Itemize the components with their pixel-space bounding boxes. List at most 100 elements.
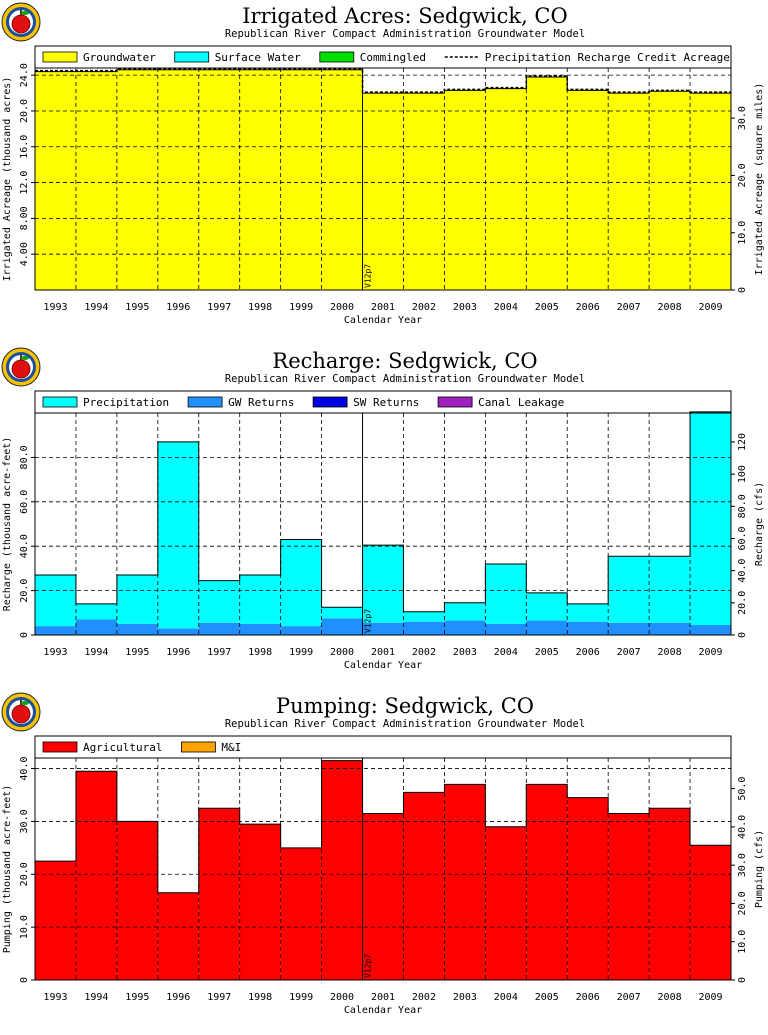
bar-segment (485, 826, 527, 980)
y2-tick-label: 50.0 (737, 777, 748, 801)
legend-item: M&I (180, 741, 241, 754)
y2-tick-label: 20.0 (737, 591, 748, 615)
bar-segment (35, 71, 76, 290)
y2-tick-label: 20.0 (737, 163, 748, 187)
chart-subtitle: Republican River Compact Administration … (225, 373, 585, 385)
x-tick-label: 2003 (453, 302, 477, 313)
bar-segment (321, 69, 363, 291)
legend-label: M&I (221, 741, 241, 754)
x-tick-label: 1999 (289, 647, 313, 658)
x-axis-label: Calendar Year (344, 315, 422, 326)
legend-swatch (312, 396, 348, 408)
chart-title: Pumping: Sedgwick, CO (276, 694, 534, 718)
y-tick-label: 16.0 (19, 135, 30, 159)
bar-segment (157, 628, 199, 635)
x-tick-label: 2006 (576, 302, 600, 313)
bar-segment (608, 556, 650, 623)
x-tick-label: 2000 (330, 647, 354, 658)
plot-frame (34, 757, 732, 981)
bar-segment (690, 411, 731, 626)
plot-frame (34, 67, 732, 291)
legend-swatch (437, 396, 473, 408)
bar-segment (690, 625, 731, 635)
y-tick-label: 30.0 (19, 809, 30, 833)
legend: Precipitation GW Returns SW Returns Canal L… (34, 390, 732, 414)
bar-segment (75, 771, 117, 980)
bar-segment (239, 69, 281, 291)
x-tick-label: 2009 (698, 992, 722, 1003)
y2-tick-label: 60.0 (737, 526, 748, 550)
bar-segment (485, 88, 527, 290)
bar-segment (403, 621, 445, 635)
x-tick-label: 2008 (658, 992, 682, 1003)
bar-segment (157, 892, 199, 980)
legend-label: Agricultural (83, 741, 162, 754)
irrigated-acres-panel: Irrigated Acres: Sedgwick, CO Republican … (0, 0, 768, 345)
x-tick-label: 1995 (125, 992, 149, 1003)
bar-segment (444, 784, 486, 980)
y2-axis-label: Irrigated Acreage (square miles) (754, 83, 765, 276)
bar-segment (157, 441, 199, 629)
x-tick-label: 1999 (289, 992, 313, 1003)
chart-title: Irrigated Acres: Sedgwick, CO (242, 4, 567, 28)
model-version-label: V12p7 (364, 264, 373, 288)
bar-segment (321, 760, 363, 980)
bar-segment (116, 69, 158, 291)
x-tick-label: 2004 (494, 647, 518, 658)
x-tick-label: 1996 (166, 302, 190, 313)
y-tick-label: 60.0 (19, 490, 30, 514)
bar-segment (35, 861, 76, 980)
bar-segment (239, 623, 281, 635)
y2-tick-label: 10.0 (737, 930, 748, 954)
y2-tick-label: 20.0 (737, 891, 748, 915)
plot-frame (34, 412, 732, 636)
y-tick-label: 10.0 (19, 915, 30, 939)
y-tick-label: 40.0 (19, 534, 30, 558)
bar-segment (75, 603, 117, 620)
chart-subtitle: Republican River Compact Administration … (225, 28, 585, 40)
bar-segment (157, 69, 199, 291)
x-axis-label: Calendar Year (344, 660, 422, 671)
y-tick-label: 20.0 (19, 99, 30, 123)
bar-segment (362, 93, 404, 290)
bar-segment (280, 626, 322, 635)
x-axis-label: Calendar Year (344, 1005, 422, 1016)
bar-segment (75, 71, 117, 290)
legend-swatch (42, 741, 78, 753)
bar-segment (526, 620, 568, 635)
x-tick-label: 1994 (84, 992, 108, 1003)
legend-swatch (187, 396, 223, 408)
legend: Agricultural M&I (34, 735, 732, 759)
x-tick-label: 1995 (125, 302, 149, 313)
series-agricultural (35, 760, 731, 980)
x-tick-label: 2005 (535, 647, 559, 658)
legend-item: GW Returns (187, 396, 294, 409)
x-tick-label: 1997 (207, 647, 231, 658)
bar-segment (362, 813, 404, 980)
y-tick-label: 0 (19, 632, 30, 638)
legend-item: Precipitation (42, 396, 169, 409)
bar-segment (649, 91, 691, 290)
bar-segment (362, 545, 404, 623)
bar-segment (649, 808, 691, 980)
x-tick-label: 2003 (453, 647, 477, 658)
y-axis-label: Pumping (thousand acre-feet) (2, 785, 13, 954)
x-tick-label: 1997 (207, 992, 231, 1003)
legend-item: SW Returns (312, 396, 419, 409)
legend: Groundwater Surface Water Commingled Precip… (34, 45, 732, 69)
x-tick-label: 2007 (617, 647, 641, 658)
legend-label: GW Returns (228, 396, 294, 409)
x-tick-label: 2009 (698, 647, 722, 658)
bar-segment (403, 792, 445, 980)
x-tick-label: 2006 (576, 992, 600, 1003)
bar-segment (567, 603, 609, 622)
series-precipitation (35, 411, 731, 629)
x-tick-label: 1998 (248, 992, 272, 1003)
legend-swatch (42, 51, 78, 63)
y-tick-label: 8.00 (19, 206, 30, 230)
x-tick-label: 2002 (412, 302, 436, 313)
bar-segment (526, 76, 568, 290)
x-tick-label: 2004 (494, 992, 518, 1003)
y-axis-label: Irrigated Acreage (thousand acres) (2, 77, 13, 282)
